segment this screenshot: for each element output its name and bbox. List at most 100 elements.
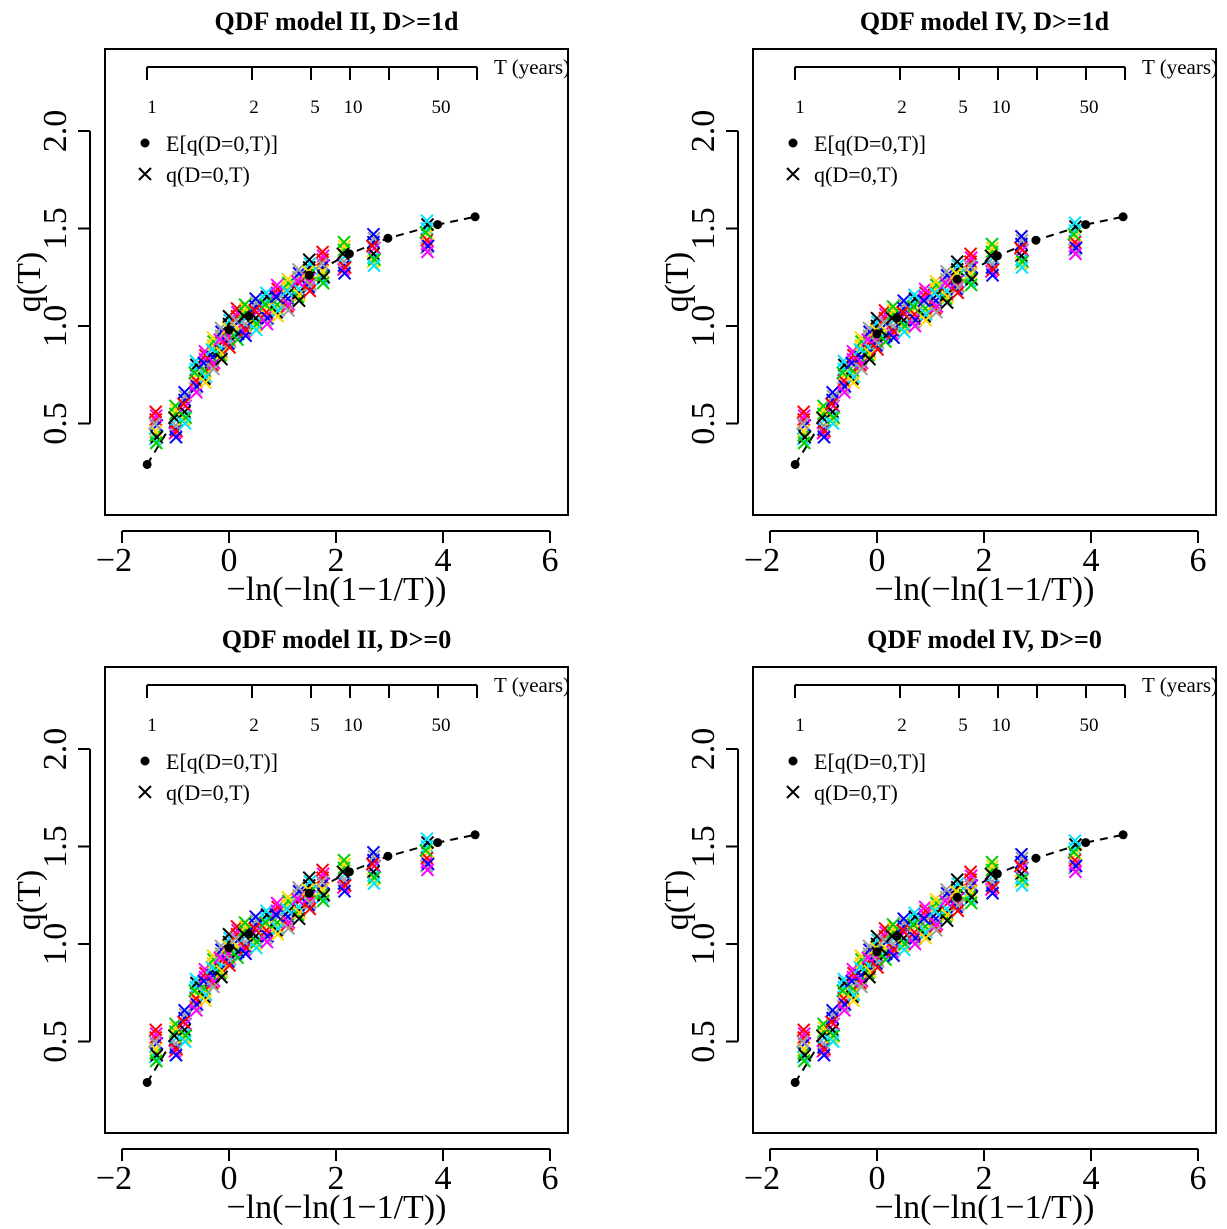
- observation-point: [169, 1048, 183, 1062]
- observation-point: [846, 375, 861, 390]
- return-period-axis: 1 2 5 10 50 T (years): [794, 55, 1218, 118]
- observation-point: [798, 1048, 812, 1062]
- observation-point: [178, 416, 192, 431]
- return-period-tick-label: 50: [1080, 97, 1099, 118]
- observation-point: [148, 405, 163, 419]
- legend-cross-marker: [786, 785, 800, 799]
- return-period-tick-label: 1: [147, 715, 157, 736]
- chart-panel-1: QDF model II, D>=1d −2 0 2 4 6 −ln(−ln(1−1/T))…: [11, 7, 569, 608]
- observation-point: [985, 268, 1000, 283]
- observation-point: [826, 416, 840, 431]
- observation-point: [292, 293, 306, 308]
- observation-point: [178, 1028, 193, 1043]
- observation-point: [250, 935, 264, 949]
- observation-point: [817, 1048, 831, 1062]
- observation-point: [259, 904, 274, 918]
- legend-dot-marker: [788, 756, 798, 766]
- expected-point: [952, 892, 962, 902]
- observation-markers: [147, 213, 435, 450]
- observation-point: [281, 303, 296, 318]
- expected-point: [344, 867, 354, 877]
- plot-frame: [104, 666, 569, 1134]
- y-tick-label: 0.5: [37, 402, 74, 445]
- observation-point: [938, 894, 953, 908]
- y-tick-label: 0.5: [37, 1020, 74, 1063]
- legend: E[q(D=0,T)] q(D=0,T): [138, 131, 278, 187]
- observation-point: [929, 305, 944, 320]
- y-axis-label: q(T): [11, 870, 48, 930]
- observation-point: [258, 297, 273, 312]
- y-tick-label: 2.0: [37, 110, 74, 153]
- y-tick-label: 1.0: [685, 305, 722, 348]
- observation-point: [260, 935, 274, 949]
- observation-point: [214, 352, 229, 366]
- observation-point: [314, 256, 329, 271]
- observation-point: [951, 904, 965, 918]
- observation-point: [176, 1015, 191, 1029]
- x-axis-label: −ln(−ln(1−1/T)): [227, 571, 447, 608]
- observation-point: [249, 291, 263, 306]
- observation-point: [964, 890, 979, 904]
- y-tick-label: 1.0: [37, 305, 74, 348]
- observation-point: [421, 857, 435, 871]
- x-tick-label: 2: [976, 1160, 993, 1197]
- legend-label-observed: q(D=0,T): [166, 780, 250, 805]
- return-period-tick-label: 50: [1080, 715, 1099, 736]
- legend: E[q(D=0,T)] q(D=0,T): [138, 749, 278, 805]
- expected-point: [244, 311, 254, 321]
- observation-point: [817, 430, 831, 444]
- return-period-axis-title: T (years): [1142, 55, 1218, 79]
- observation-point: [238, 915, 252, 930]
- observation-point: [366, 845, 381, 860]
- expected-point: [872, 329, 882, 339]
- expected-point: [790, 459, 800, 469]
- legend-label-expected: E[q(D=0,T)]: [166, 749, 278, 774]
- observation-point: [950, 254, 964, 269]
- y-tick-label: 1.5: [685, 207, 722, 250]
- observation-point: [929, 923, 944, 938]
- observation-point: [420, 245, 435, 259]
- observation-point: [336, 247, 350, 261]
- plot-area: 1 2 5 10 50 T (years) E[q(D=0,T)] q(D=0,T): [786, 673, 1216, 1087]
- observation-point: [303, 902, 317, 916]
- observation-point: [239, 323, 253, 337]
- legend-label-expected: E[q(D=0,T)]: [166, 131, 278, 156]
- observation-point: [250, 317, 264, 331]
- x-tick-label: 2: [976, 542, 993, 579]
- observation-point: [795, 416, 810, 431]
- observation-point: [150, 430, 164, 444]
- observation-point: [918, 313, 933, 327]
- observation-point: [1068, 215, 1082, 230]
- observation-point: [1015, 872, 1030, 887]
- return-period-tick-label: 10: [992, 97, 1011, 118]
- observation-point: [962, 258, 977, 273]
- return-period-tick-label: 1: [795, 715, 805, 736]
- observation-point: [280, 902, 294, 916]
- return-period-tick-label: 5: [310, 715, 320, 736]
- y-axis: 0.5 1.0 1.5 2.0 q(T): [11, 110, 91, 445]
- observation-point: [337, 266, 352, 281]
- observation-point: [797, 1054, 811, 1068]
- observation-point: [238, 297, 252, 312]
- observation-point: [302, 252, 316, 267]
- observation-point: [908, 313, 923, 327]
- observation-point: [302, 870, 316, 885]
- observation-point: [797, 436, 811, 450]
- legend-label-expected: E[q(D=0,T)]: [814, 749, 926, 774]
- observation-point: [215, 964, 229, 979]
- observation-point: [259, 286, 274, 300]
- x-tick-label: 2: [328, 542, 345, 579]
- observation-point: [198, 375, 213, 390]
- legend-label-observed: q(D=0,T): [814, 162, 898, 187]
- observation-point: [314, 874, 329, 889]
- x-axis-label: −ln(−ln(1−1/T)): [227, 1189, 447, 1226]
- observation-point: [315, 245, 330, 259]
- x-tick-label: 6: [542, 542, 559, 579]
- legend-dot-marker: [140, 138, 150, 148]
- observation-point: [1015, 260, 1029, 275]
- observation-point: [886, 917, 900, 932]
- observation-markers: [795, 215, 1083, 450]
- observation-point: [271, 921, 285, 936]
- observation-point: [365, 239, 380, 253]
- x-tick-label: 0: [221, 1160, 238, 1197]
